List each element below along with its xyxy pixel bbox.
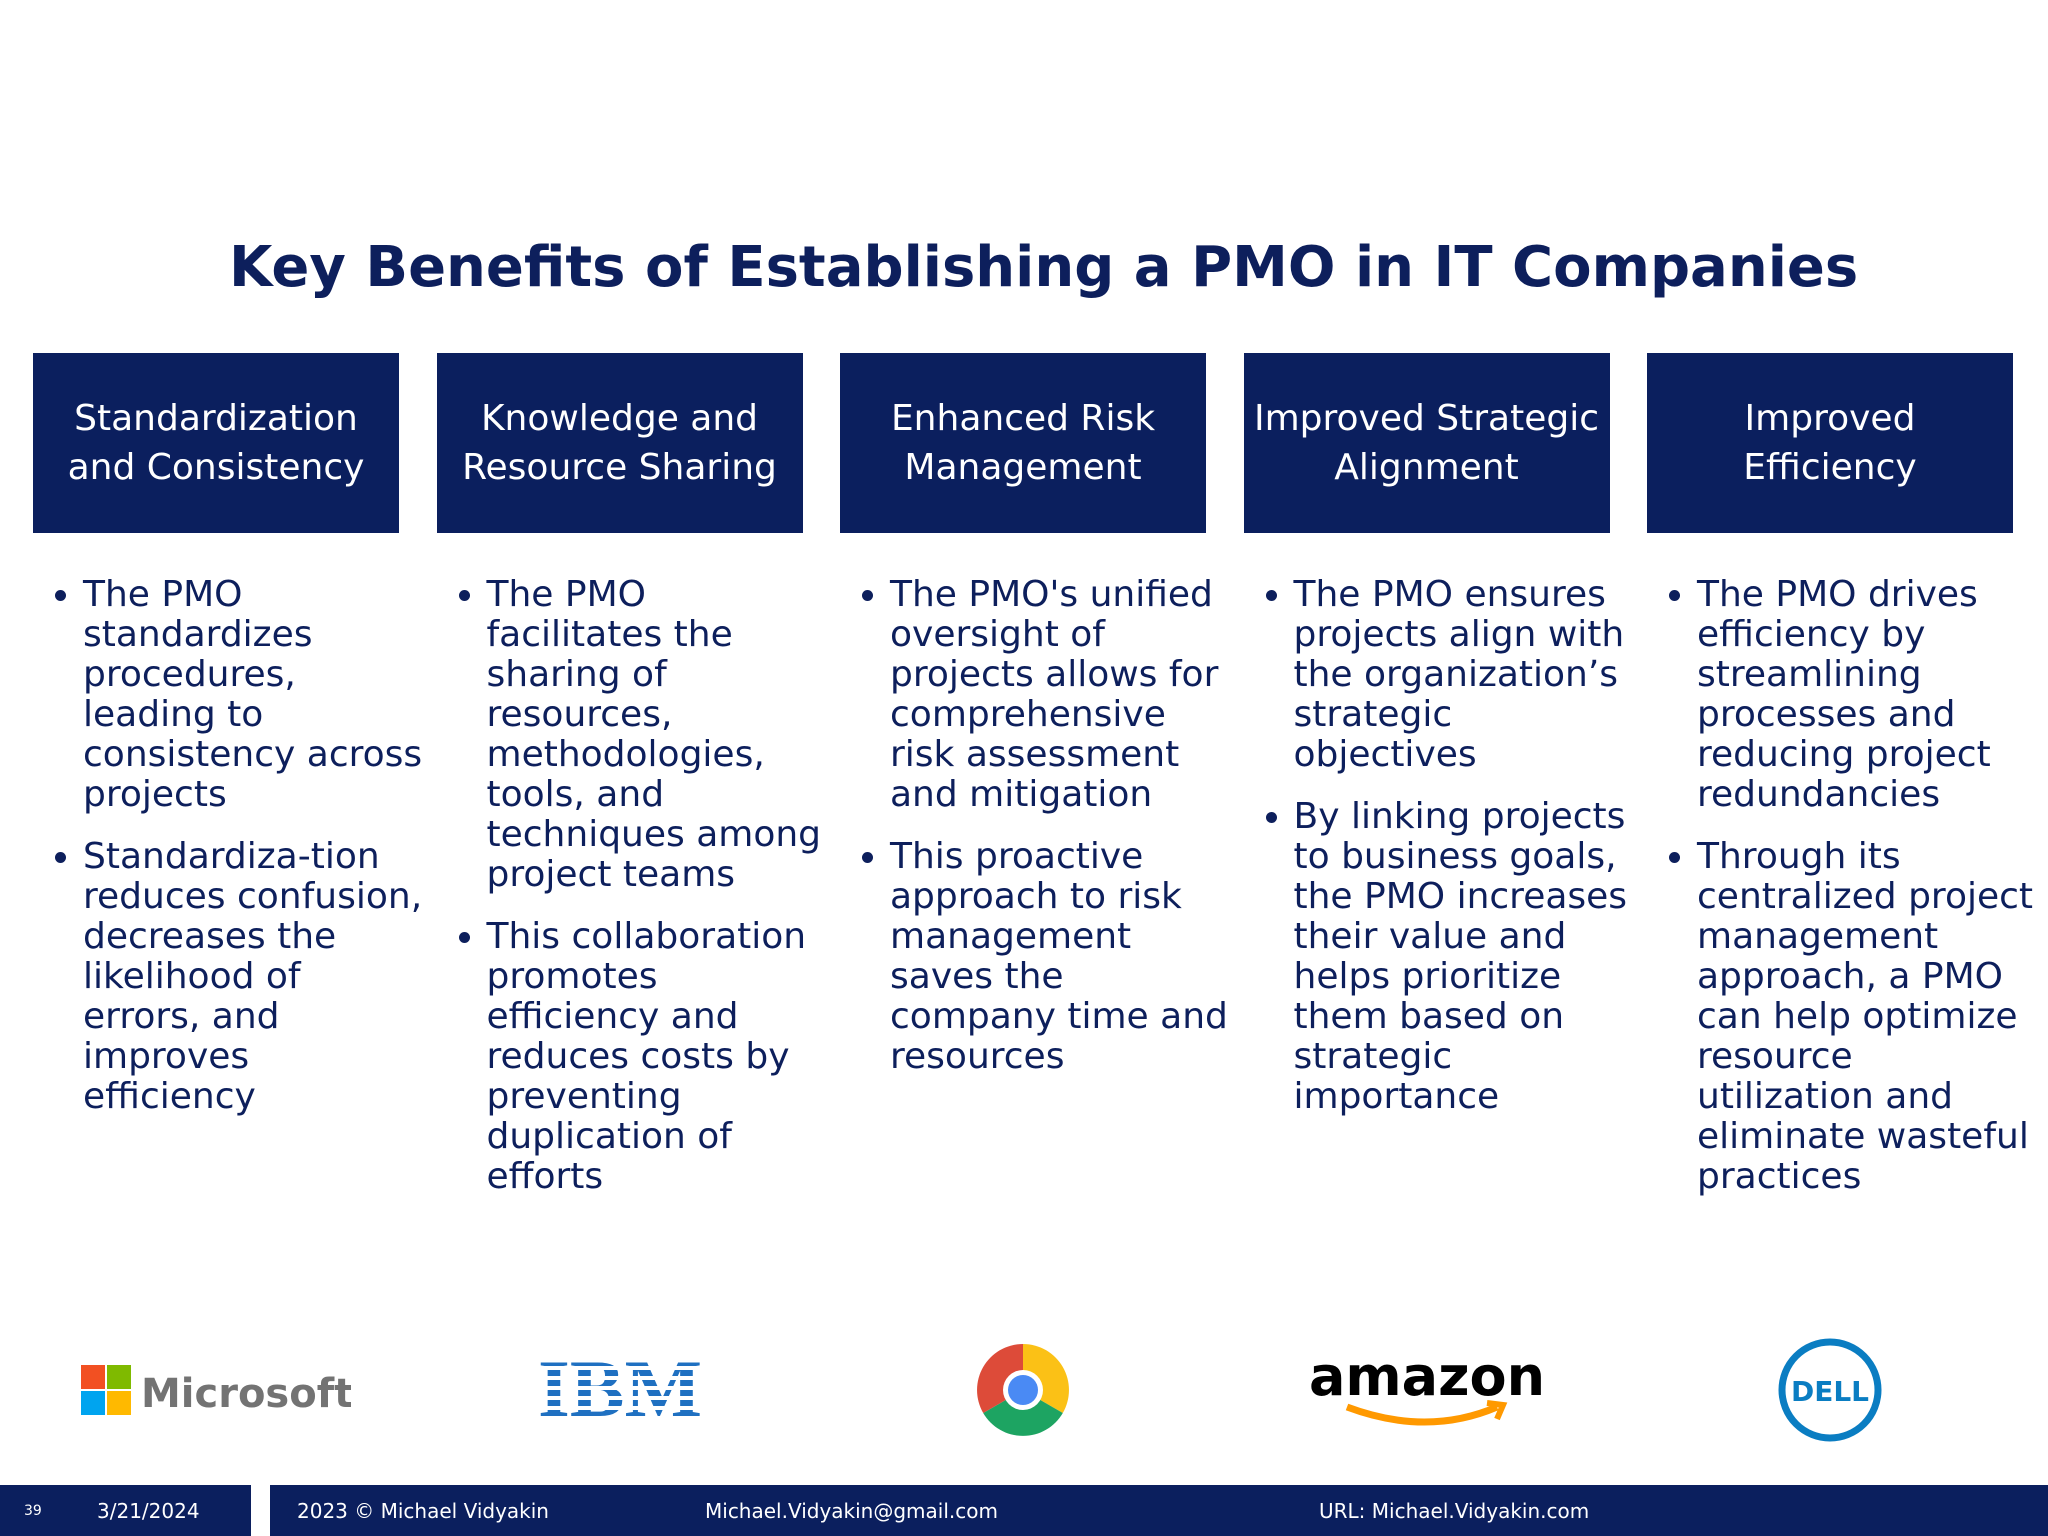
ibm-logo: IBM: [437, 1340, 803, 1440]
column-body: The PMO's unified oversight of projects …: [858, 575, 1230, 1099]
url: URL: Michael.Vidyakin.com: [1319, 1499, 1590, 1523]
bullet: Through its centralized project manageme…: [1697, 837, 2037, 1197]
logo-text: amazon: [1309, 1345, 1545, 1408]
bullet: The PMO standardizes procedures, leading…: [83, 575, 423, 815]
slide-title: Key Benefits of Establishing a PMO in IT…: [229, 235, 1859, 300]
column-body: The PMO ensures projects align with the …: [1262, 575, 1634, 1139]
amazon-logo: amazon: [1244, 1340, 1610, 1440]
bullet-list: The PMO's unified oversight of projects …: [858, 575, 1230, 1077]
footer-bar: [0, 1485, 251, 1536]
dell-logo: DELL: [1647, 1338, 2013, 1442]
bullet-list: The PMO ensures projects align with the …: [1262, 575, 1634, 1117]
logo-text: Microsoft: [141, 1371, 351, 1417]
bullet: By linking projects to business goals, t…: [1294, 797, 1634, 1117]
email: Michael.Vidyakin@gmail.com: [705, 1499, 998, 1523]
logo-svg: IBM: [535, 1350, 705, 1430]
bullet-list: The PMO drives efficiency by streamlinin…: [1665, 575, 2037, 1197]
logo-svg: amazon: [1309, 1345, 1545, 1426]
footer: 39 3/21/2024 2023 © Michael Vidyakin Mic…: [0, 1485, 2048, 1536]
logo-text: DELL: [1791, 1375, 1869, 1408]
bullet: This proactive approach to risk manageme…: [890, 837, 1230, 1077]
bullet-list: The PMO facilitates the sharing of resou…: [455, 575, 827, 1197]
column-header: Improved Efficiency: [1647, 353, 2013, 533]
logo-svg: [977, 1344, 1069, 1436]
chrome-logo: [840, 1340, 1206, 1440]
column-body: The PMO standardizes procedures, leading…: [51, 575, 423, 1139]
bullet: The PMO facilitates the sharing of resou…: [487, 575, 827, 895]
copyright: 2023 © Michael Vidyakin: [297, 1499, 549, 1523]
column-header: Improved Strategic Alignment: [1243, 353, 1610, 533]
date: 3/21/2024: [97, 1499, 200, 1523]
bullet-list: The PMO standardizes procedures, leading…: [51, 575, 423, 1117]
microsoft-logo: Microsoft: [33, 1340, 399, 1440]
column-body: The PMO drives efficiency by streamlinin…: [1665, 575, 2037, 1219]
bullet: Standardiza-tion reduces confusion, decr…: [83, 837, 423, 1117]
page-number: 39: [24, 1503, 42, 1519]
footer-bar: [270, 1485, 2048, 1536]
bullet: The PMO drives efficiency by streamlinin…: [1697, 575, 2037, 815]
column-header: Standardization and Consistency: [33, 353, 399, 533]
column-header: Enhanced Risk Management: [840, 353, 1206, 533]
bullet: This collaboration promotes efficiency a…: [487, 917, 827, 1197]
column-header: Knowledge and Resource Sharing: [436, 353, 803, 533]
logo-svg: Microsoft: [81, 1365, 351, 1417]
logo-svg: DELL: [1778, 1338, 1882, 1442]
bullet: The PMO's unified oversight of projects …: [890, 575, 1230, 815]
column-body: The PMO facilitates the sharing of resou…: [455, 575, 827, 1219]
bullet: The PMO ensures projects align with the …: [1294, 575, 1634, 775]
